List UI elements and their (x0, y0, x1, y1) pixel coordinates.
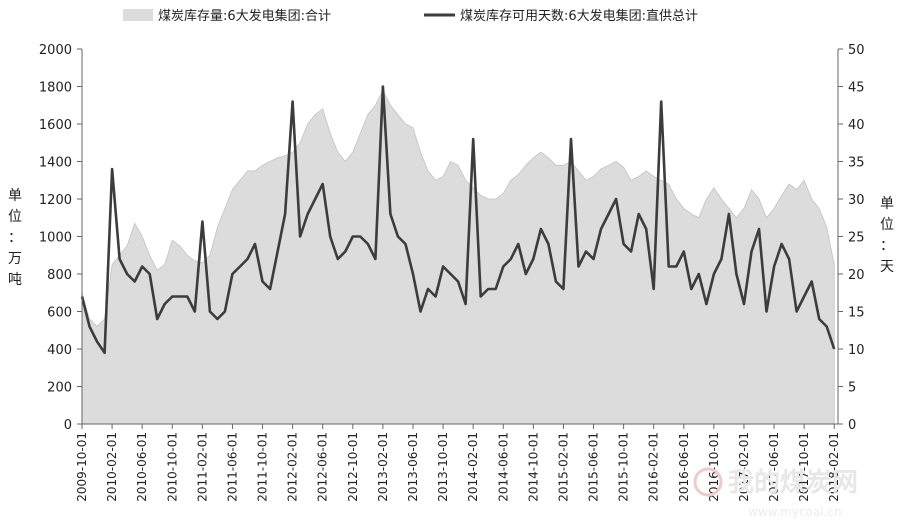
left-axis-unit: 单 位 ： 万 吨 (8, 188, 22, 288)
left-unit-char-4: 吨 (8, 272, 22, 288)
right-tick-label: 10 (848, 343, 865, 358)
x-tick-label: 2017-06-01 (767, 432, 781, 502)
x-tick-label: 2010-06-01 (135, 432, 149, 502)
x-tick-label: 2015-06-01 (587, 432, 601, 502)
x-tick-label: 2016-10-01 (707, 432, 721, 502)
axes: 0 200 400 600 800 1000 1200 1400 1600 1800 2000 0 5 1… (39, 43, 865, 502)
right-tick-label: 5 (848, 381, 856, 396)
x-tick-label: 2011-10-01 (256, 432, 270, 502)
left-unit-char-1: 位 (8, 209, 22, 225)
right-unit-char-1: 位 (880, 217, 894, 233)
left-tick-label: 1800 (39, 81, 72, 96)
left-tick-label: 800 (47, 268, 72, 283)
x-tick-label: 2014-02-01 (466, 432, 480, 502)
plot-area (80, 85, 836, 425)
left-tick-label: 1600 (39, 118, 72, 133)
x-tick-label: 2017-10-01 (797, 432, 811, 502)
x-tick-label: 2010-10-01 (165, 432, 179, 502)
right-unit-char-0: 单 (880, 196, 894, 212)
right-axis-unit: 单 位 ： 天 (880, 196, 894, 275)
left-tick-label: 1000 (39, 231, 72, 246)
x-tick-label: 2010-02-01 (105, 432, 119, 502)
right-tick-label: 25 (848, 231, 865, 246)
x-tick-label: 2018-02-01 (827, 432, 841, 502)
right-tick-label: 50 (848, 43, 865, 58)
watermark: 我的煤炭网 www.mycoal.cn (693, 467, 858, 519)
x-tick-label: 2014-06-01 (496, 432, 510, 502)
series-line-days (80, 85, 836, 355)
left-unit-char-2: ： (8, 230, 22, 246)
x-tick-label: 2013-02-01 (376, 432, 390, 502)
right-tick-label: 0 (848, 418, 856, 433)
right-tick-label: 40 (848, 118, 865, 133)
right-tick-label: 35 (848, 156, 865, 171)
x-tick-label: 2009-10-01 (75, 432, 89, 502)
right-tick-label: 20 (848, 268, 865, 283)
x-tick-label: 2012-10-01 (346, 432, 360, 502)
x-tick-label: 2012-02-01 (286, 432, 300, 502)
left-tick-label: 400 (47, 343, 72, 358)
watermark-logo-icon (693, 467, 723, 497)
right-unit-char-3: 天 (880, 259, 894, 275)
watermark-url: www.mycoal.cn (748, 505, 842, 519)
x-tick-label: 2013-06-01 (406, 432, 420, 502)
x-tick-label: 2012-06-01 (316, 432, 330, 502)
series-area-inventory (81, 89, 835, 425)
legend: 煤炭库存量:6大发电集团:合计 煤炭库存可用天数:6大发电集团:直供总计 (123, 8, 698, 24)
right-tick-label: 30 (848, 193, 865, 208)
left-tick-label: 1400 (39, 156, 72, 171)
legend-label-inventory: 煤炭库存量:6大发电集团:合计 (158, 8, 331, 24)
legend-swatch-inventory (123, 9, 153, 21)
left-tick-label: 200 (47, 381, 72, 396)
left-tick-label: 1200 (39, 193, 72, 208)
x-tick-label: 2015-10-01 (617, 432, 631, 502)
right-tick-label: 45 (848, 81, 865, 96)
left-tick-label: 600 (47, 306, 72, 321)
right-unit-char-2: ： (880, 238, 894, 254)
x-tick-label: 2014-10-01 (526, 432, 540, 502)
x-tick-label: 2017-02-01 (737, 432, 751, 502)
x-tick-label: 2016-02-01 (647, 432, 661, 502)
left-unit-char-3: 万 (8, 251, 22, 267)
x-tick-label: 2016-06-01 (677, 432, 691, 502)
x-tick-label: 2013-10-01 (436, 432, 450, 502)
x-tick-label: 2011-02-01 (195, 432, 209, 502)
right-tick-label: 15 (848, 306, 865, 321)
legend-label-days: 煤炭库存可用天数:6大发电集团:直供总计 (460, 8, 698, 24)
x-tick-label: 2015-02-01 (556, 432, 570, 502)
x-tick-label: 2011-06-01 (225, 432, 239, 502)
left-tick-label: 0 (64, 418, 72, 433)
watermark-text: 我的煤炭网 (728, 467, 858, 498)
left-tick-label: 2000 (39, 43, 72, 58)
left-unit-char-0: 单 (8, 188, 22, 204)
